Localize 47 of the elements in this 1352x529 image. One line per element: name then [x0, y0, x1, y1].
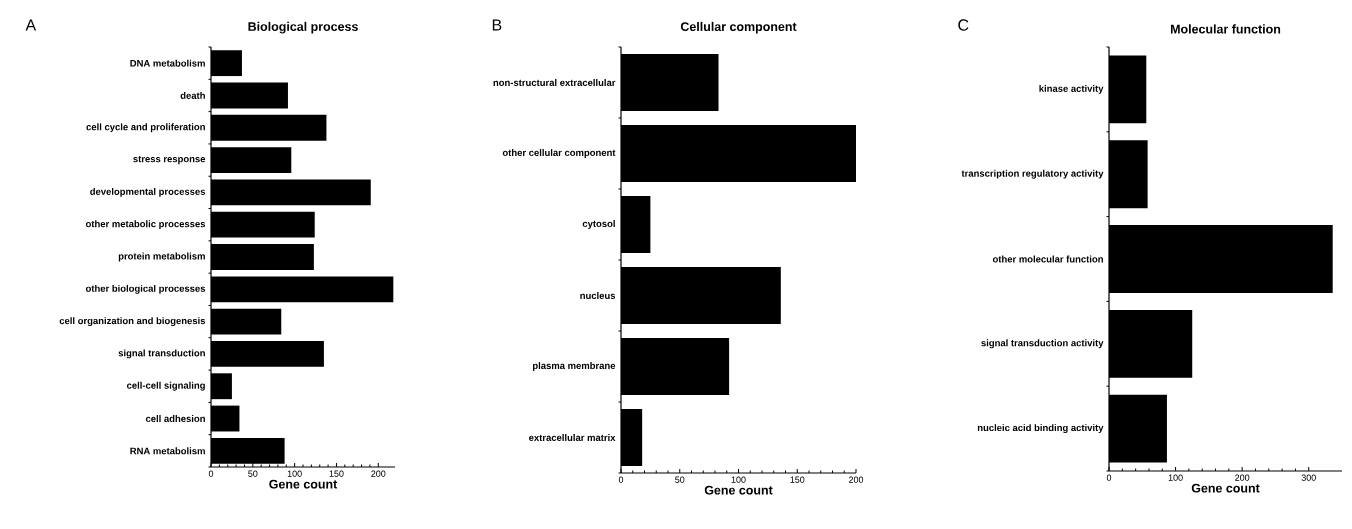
text: A	[25, 19, 37, 31]
y-tick-label: stress response	[133, 156, 206, 165]
x-tick-label: 150	[790, 476, 805, 483]
y-tick-label: cell-cell signaling	[126, 381, 205, 391]
y-tick-label: nucleic acid binding activity	[977, 424, 1104, 434]
y-tick-label: cell organization and biogenesis	[59, 317, 206, 327]
y-tick-label: nucleus	[580, 292, 616, 299]
x-tick-label: 50	[248, 470, 258, 477]
x-tick-label: 0	[208, 470, 214, 477]
y-tick-label: death	[180, 91, 205, 99]
chart-title: Biological process	[248, 21, 358, 34]
y-tick-label: cell cycle and proliferation	[86, 123, 205, 133]
y-tick-label: cytosol	[582, 220, 615, 229]
y-tick-label: kinase activity	[1039, 84, 1104, 94]
y-tick-label: other metabolic processes	[85, 220, 206, 230]
x-axis-title: Gene count	[1191, 483, 1260, 493]
x-tick-label: 0	[1106, 474, 1112, 481]
x-tick-label: 100	[731, 476, 746, 483]
x-axis-title: Gene count	[704, 485, 773, 495]
y-tick-label: protein metabolism	[118, 252, 205, 262]
x-tick-label: 100	[287, 470, 302, 477]
y-tick-label: non-structural extracellular	[493, 79, 616, 86]
y-tick-label: transcription regulatory activity	[961, 169, 1104, 179]
x-tick-label: 200	[848, 476, 864, 483]
text: B	[492, 19, 502, 31]
x-axis-title: Gene count	[269, 479, 338, 489]
y-tick-label: cell adhesion	[145, 415, 205, 423]
y-tick-label: other biological processes	[85, 284, 206, 294]
y-tick-label: signal transduction activity	[981, 339, 1104, 349]
x-tick-label: 150	[329, 470, 344, 477]
x-tick-label: 50	[675, 476, 685, 483]
y-tick-label: developmental processes	[90, 187, 206, 197]
chart-title: Molecular function	[1170, 24, 1281, 34]
y-tick-label: DNA metabolism	[130, 59, 205, 67]
y-tick-label: signal transduction	[118, 349, 205, 359]
x-tick-label: 200	[1235, 474, 1250, 481]
x-tick-label: 100	[1168, 474, 1183, 481]
x-tick-label: 200	[371, 470, 386, 477]
y-tick-label: other cellular component	[502, 149, 616, 158]
x-tick-label: 0	[618, 476, 624, 483]
chart-title: Cellular component	[680, 21, 797, 34]
x-tick-label: 300	[1301, 474, 1316, 481]
y-tick-label: plasma membrane	[533, 362, 616, 371]
y-tick-label: other molecular function	[992, 255, 1103, 263]
y-tick-label: extracellular matrix	[529, 434, 616, 441]
y-tick-label: RNA metabolism	[130, 447, 205, 455]
text: C	[958, 19, 969, 31]
